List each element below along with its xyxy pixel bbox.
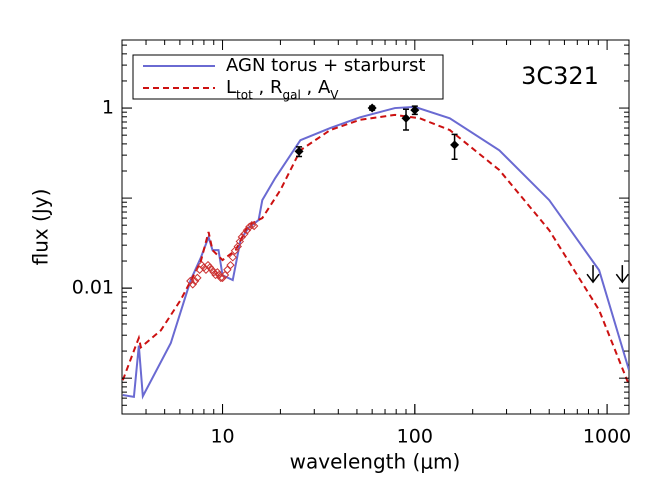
- x-axis-label: wavelength (μm): [290, 450, 461, 474]
- series-line: [122, 105, 629, 400]
- upper-limit-arrow: [586, 265, 600, 284]
- y-tick-label: 1: [102, 97, 114, 119]
- plot-area: [122, 103, 629, 400]
- spectrum-point: [226, 260, 235, 270]
- chart-title: 3C321: [521, 62, 599, 90]
- photometry-point: [367, 103, 377, 113]
- legend-label: Ltot , Rgal , AV: [226, 77, 339, 102]
- spectrum-point: [247, 220, 257, 230]
- x-tick-label: 100: [397, 426, 433, 448]
- upper-limit-arrow: [615, 265, 629, 284]
- x-tick-label: 1000: [583, 426, 631, 448]
- legend-box: [132, 54, 444, 100]
- y-axis-label: flux (Jy): [29, 189, 53, 266]
- spectrum-point: [218, 273, 227, 283]
- spectrum-point: [242, 225, 252, 235]
- spectrum-point: [228, 253, 237, 262]
- spectrum-point: [211, 270, 220, 280]
- spectrum-point: [245, 222, 254, 232]
- photometry-point: [410, 105, 420, 115]
- legend-label-part: V: [330, 88, 339, 102]
- plot-frame: [121, 39, 630, 415]
- spectrum-point: [209, 268, 218, 277]
- x-tick-label: 10: [210, 426, 234, 448]
- legend-label-part: tot: [236, 88, 253, 102]
- spectrum-point: [249, 221, 259, 231]
- spectrum-point: [190, 276, 200, 286]
- spectrum-point: [237, 232, 247, 242]
- legend-label-part: , A: [301, 77, 331, 98]
- legend-label-part: , R: [253, 77, 283, 98]
- spectrum-point: [213, 268, 222, 277]
- legend-label: AGN torus + starburst: [226, 55, 425, 76]
- photometry-point: [294, 146, 304, 156]
- photometry-point: [450, 140, 460, 150]
- spectrum-point: [188, 280, 197, 289]
- y-tick-label: 0.01: [72, 277, 114, 299]
- legend-label-part: L: [226, 77, 236, 98]
- spectrum-point: [193, 273, 202, 283]
- spectrum-point: [240, 229, 249, 239]
- legend-label-part: gal: [282, 88, 300, 102]
- photometry-point: [401, 113, 411, 123]
- series-line: [122, 113, 629, 386]
